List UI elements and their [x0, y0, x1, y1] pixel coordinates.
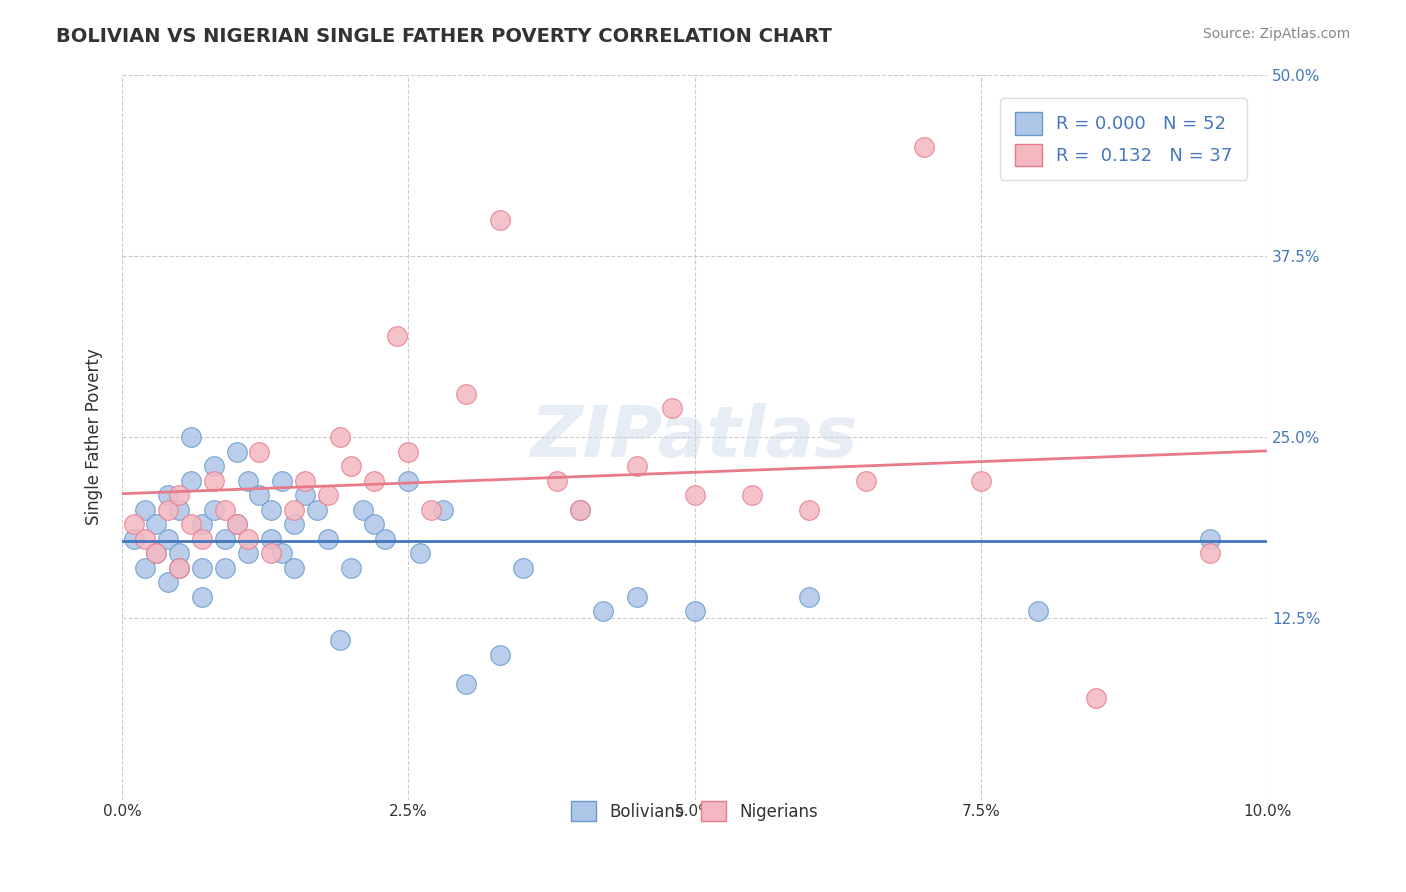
Nigerians — [489, 212, 512, 227]
Nigerians — [363, 474, 385, 488]
Bolivians — [260, 502, 283, 516]
Bolivians — [145, 516, 167, 531]
Nigerians — [912, 140, 935, 154]
Nigerians — [134, 532, 156, 546]
Bolivians — [316, 532, 339, 546]
Bolivians — [305, 502, 328, 516]
Nigerians — [316, 488, 339, 502]
Bolivians — [294, 488, 316, 502]
Bolivians — [1199, 532, 1222, 546]
Nigerians — [1084, 691, 1107, 706]
Nigerians — [741, 488, 763, 502]
Bolivians — [454, 676, 477, 690]
Bolivians — [374, 532, 396, 546]
Bolivians — [169, 560, 191, 574]
Bolivians — [236, 474, 259, 488]
Bolivians — [271, 546, 294, 560]
Bolivians — [432, 502, 454, 516]
Bolivians — [145, 546, 167, 560]
Nigerians — [454, 386, 477, 401]
Bolivians — [283, 560, 305, 574]
Bolivians — [260, 532, 283, 546]
Text: Source: ZipAtlas.com: Source: ZipAtlas.com — [1202, 27, 1350, 41]
Nigerians — [661, 401, 683, 415]
Bolivians — [225, 444, 247, 458]
Text: ZIPatlas: ZIPatlas — [531, 402, 859, 472]
Nigerians — [191, 532, 214, 546]
Nigerians — [145, 546, 167, 560]
Bolivians — [225, 516, 247, 531]
Bolivians — [191, 560, 214, 574]
Bolivians — [156, 532, 179, 546]
Bolivians — [202, 502, 225, 516]
Nigerians — [1199, 546, 1222, 560]
Bolivians — [329, 633, 352, 648]
Nigerians — [385, 328, 408, 343]
Bolivians — [191, 516, 214, 531]
Nigerians — [970, 474, 993, 488]
Text: BOLIVIAN VS NIGERIAN SINGLE FATHER POVERTY CORRELATION CHART: BOLIVIAN VS NIGERIAN SINGLE FATHER POVER… — [56, 27, 832, 45]
Bolivians — [122, 532, 145, 546]
Nigerians — [249, 444, 271, 458]
Bolivians — [409, 546, 432, 560]
Nigerians — [546, 474, 568, 488]
Bolivians — [569, 502, 592, 516]
Bolivians — [169, 546, 191, 560]
Bolivians — [352, 502, 374, 516]
Nigerians — [396, 444, 419, 458]
Bolivians — [363, 516, 385, 531]
Bolivians — [1026, 604, 1049, 618]
Nigerians — [855, 474, 877, 488]
Bolivians — [180, 430, 202, 444]
Nigerians — [214, 502, 236, 516]
Nigerians — [260, 546, 283, 560]
Bolivians — [271, 474, 294, 488]
Bolivians — [512, 560, 534, 574]
Bolivians — [134, 560, 156, 574]
Nigerians — [294, 474, 316, 488]
Legend: Bolivians, Nigerians: Bolivians, Nigerians — [558, 788, 831, 835]
Bolivians — [169, 502, 191, 516]
Nigerians — [420, 502, 443, 516]
Nigerians — [169, 560, 191, 574]
Nigerians — [683, 488, 706, 502]
Bolivians — [236, 546, 259, 560]
Nigerians — [122, 516, 145, 531]
Bolivians — [214, 532, 236, 546]
Bolivians — [683, 604, 706, 618]
Y-axis label: Single Father Poverty: Single Father Poverty — [86, 349, 103, 525]
Bolivians — [592, 604, 614, 618]
Bolivians — [202, 458, 225, 473]
Nigerians — [180, 516, 202, 531]
Bolivians — [626, 590, 648, 604]
Nigerians — [340, 458, 363, 473]
Nigerians — [329, 430, 352, 444]
Bolivians — [799, 590, 821, 604]
Bolivians — [156, 574, 179, 589]
Bolivians — [180, 474, 202, 488]
Bolivians — [396, 474, 419, 488]
Bolivians — [156, 488, 179, 502]
Bolivians — [191, 590, 214, 604]
Nigerians — [156, 502, 179, 516]
Nigerians — [283, 502, 305, 516]
Nigerians — [569, 502, 592, 516]
Nigerians — [169, 488, 191, 502]
Bolivians — [489, 648, 512, 662]
Nigerians — [799, 502, 821, 516]
Bolivians — [134, 502, 156, 516]
Nigerians — [236, 532, 259, 546]
Nigerians — [225, 516, 247, 531]
Nigerians — [202, 474, 225, 488]
Bolivians — [283, 516, 305, 531]
Bolivians — [214, 560, 236, 574]
Nigerians — [626, 458, 648, 473]
Bolivians — [340, 560, 363, 574]
Bolivians — [249, 488, 271, 502]
